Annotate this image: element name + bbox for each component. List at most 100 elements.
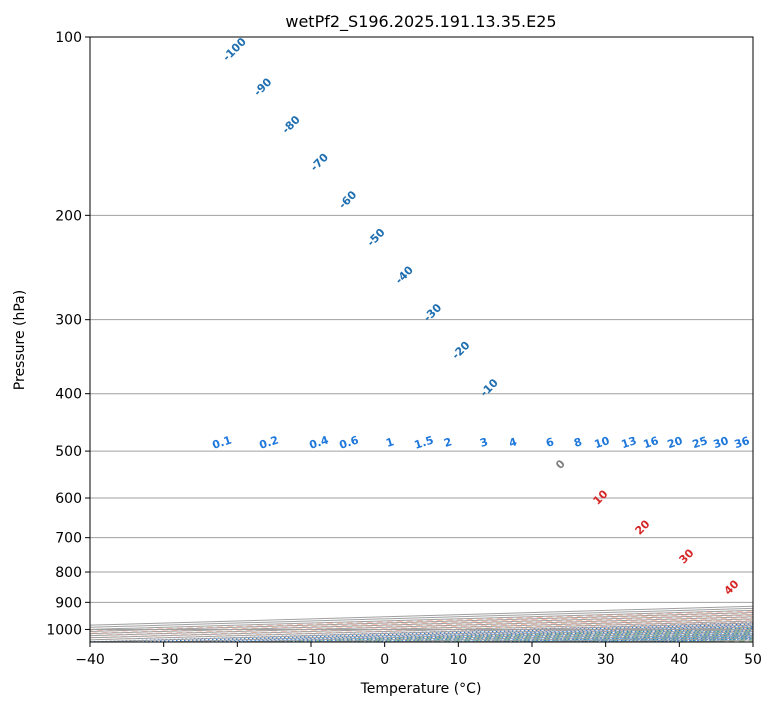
x-tick-label: 20 [523, 652, 541, 668]
dry-adiabat [763, 37, 775, 642]
y-axis-label: Pressure (hPa) [12, 290, 28, 390]
moist-adiabat [590, 636, 753, 642]
mixing-ratio-label: 0.6 [338, 433, 361, 451]
moist-adiabat [355, 629, 753, 642]
mixing-ratio-line [299, 628, 753, 642]
y-tick-label: 200 [55, 208, 82, 224]
y-tick-label: 800 [55, 565, 82, 581]
x-tick-label: −20 [223, 652, 253, 668]
isotherm [90, 622, 753, 642]
mixing-ratio-label: 3 [478, 435, 489, 450]
dry-adiabat [90, 617, 753, 639]
dry-adiabat [90, 610, 753, 632]
mixing-ratio-label: 0.2 [258, 433, 281, 451]
moist-adiabat-label: 20 [633, 517, 653, 537]
x-axis: −40 −30 −20 −10 0 10 20 30 40 50 [75, 642, 762, 668]
moist-adiabat [473, 633, 753, 642]
dry-adiabat-label: -40 [393, 263, 416, 286]
moist-adiabat [708, 640, 753, 642]
x-tick-label: 0 [380, 652, 389, 668]
x-axis-label: Temperature (°C) [360, 681, 482, 697]
dry-adiabat-label: 0 [553, 457, 568, 472]
y-tick-label: 100 [55, 30, 82, 46]
isotherm [90, 618, 753, 639]
moist-adiabat [649, 638, 753, 642]
dry-adiabat-label: -60 [336, 188, 359, 211]
moist-adiabat-label: 30 [677, 546, 697, 566]
isoline-labels: -100-90-80-70-60-50-40-30-20-10010203040… [211, 35, 752, 598]
dry-adiabat-label: -90 [251, 75, 274, 98]
dry-adiabat-label: -20 [449, 338, 472, 361]
moist-adiabat [620, 637, 753, 642]
moist-adiabat [502, 634, 753, 642]
moist-adiabat [443, 632, 753, 642]
dry-adiabat [613, 637, 753, 642]
mixing-ratio-label: 6 [544, 435, 556, 450]
isotherm [90, 607, 753, 628]
isotherm [90, 612, 753, 632]
y-tick-label: 500 [55, 444, 82, 460]
mixing-ratio-label: 25 [691, 434, 710, 451]
y-tick-label: 400 [55, 387, 82, 403]
x-tick-label: −10 [296, 652, 326, 668]
isotherm [90, 620, 753, 641]
isotherm [458, 633, 753, 642]
mixing-ratio-label: 10 [593, 434, 612, 451]
mixing-ratio-label: 1 [384, 435, 395, 450]
isotherm [90, 614, 753, 635]
dry-adiabat [389, 630, 753, 642]
y-tick-label: 1000 [46, 622, 82, 638]
y-tick-label: 600 [55, 491, 82, 507]
mixing-ratio-label: 0.1 [211, 433, 234, 451]
x-tick-label: 30 [597, 652, 615, 668]
x-tick-label: 50 [744, 652, 762, 668]
x-tick-label: 40 [670, 652, 688, 668]
moist-adiabat [266, 626, 753, 642]
dry-adiabat [314, 628, 753, 642]
moist-adiabat [561, 635, 753, 642]
mixing-ratio-label: 2 [442, 435, 453, 450]
moist-adiabat [414, 631, 753, 642]
dry-adiabat [538, 634, 753, 642]
y-tick-label: 700 [55, 531, 82, 547]
background-lines [90, 37, 775, 642]
x-tick-label: −30 [149, 652, 179, 668]
moist-adiabat [531, 634, 753, 642]
isotherm [531, 635, 753, 642]
mixing-ratio-label: 16 [642, 434, 661, 451]
dry-adiabat [464, 632, 753, 642]
mixing-ratio-label: 1.5 [413, 433, 436, 451]
isotherm [90, 609, 753, 630]
dry-adiabat [90, 612, 753, 634]
moist-adiabat-label: 40 [722, 577, 742, 597]
mixing-ratio-label: 8 [572, 435, 583, 450]
y-axis: 100 200 300 400 500 600 700 800 900 1000 [46, 30, 90, 638]
dry-adiabat [90, 619, 753, 641]
isotherm [90, 605, 753, 626]
mixing-ratio-label: 20 [666, 434, 685, 451]
isotherm [752, 641, 753, 642]
mixing-ratio-label: 4 [507, 435, 519, 450]
mixing-ratio-label: 30 [712, 434, 731, 451]
isotherm [679, 639, 753, 642]
moist-adiabat [384, 630, 753, 642]
dry-adiabat [90, 621, 753, 642]
moist-adiabat [679, 639, 753, 642]
x-tick-label: −40 [75, 652, 105, 668]
x-tick-label: 10 [449, 652, 467, 668]
dry-adiabat-label: -30 [421, 301, 444, 324]
moist-adiabat-label: 10 [591, 487, 611, 507]
plot-frame [89, 36, 754, 643]
dry-adiabat [90, 614, 753, 636]
moist-adiabat [296, 627, 753, 642]
dry-adiabat-label: -100 [220, 35, 249, 64]
isotherm [310, 628, 753, 642]
chart-title: wetPf2_S196.2025.191.13.35.E25 [285, 12, 556, 32]
dry-adiabat [688, 639, 753, 642]
dry-adiabat-label: -70 [308, 150, 331, 173]
isotherm [237, 626, 753, 642]
dry-adiabat-label: -80 [280, 113, 303, 136]
mixing-ratio-label: 13 [620, 434, 639, 451]
dry-adiabat [239, 625, 753, 642]
y-tick-label: 900 [55, 595, 82, 611]
